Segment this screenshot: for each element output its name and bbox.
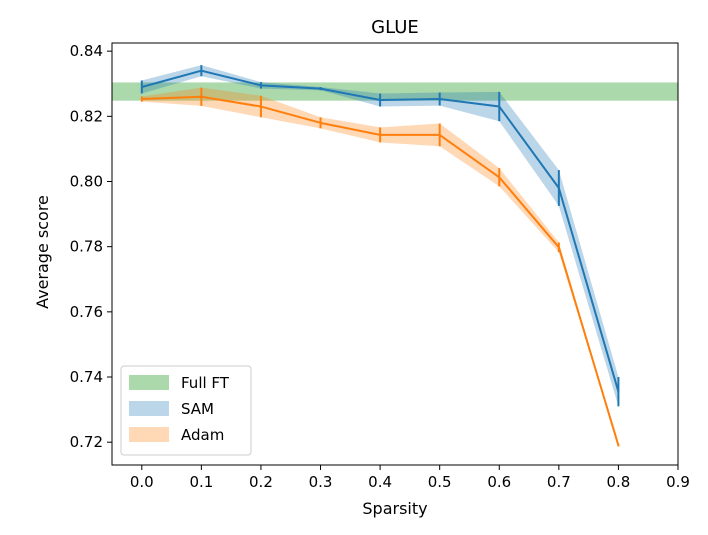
legend-swatch-sam	[129, 401, 169, 416]
x-tick-label: 0.9	[666, 473, 690, 491]
x-tick-label: 0.2	[249, 473, 273, 491]
legend: Full FT SAM Adam	[120, 365, 252, 456]
x-tick-label: 0.3	[309, 473, 333, 491]
x-tick-label: 0.8	[606, 473, 630, 491]
y-tick-label: 0.80	[70, 172, 103, 190]
full-ft-band	[112, 82, 678, 101]
axes-frame	[111, 42, 679, 466]
x-axis-label: Sparsity	[362, 499, 427, 518]
y-tick-label: 0.82	[70, 107, 103, 125]
legend-label-full-ft: Full FT	[181, 374, 230, 392]
x-tick-label: 0.5	[428, 473, 452, 491]
legend-label-sam: SAM	[181, 400, 214, 418]
y-tick-label: 0.84	[70, 42, 103, 60]
y-tick-label: 0.78	[70, 238, 103, 256]
error-bar-layer	[140, 65, 620, 447]
chart-title: GLUE	[371, 17, 419, 38]
x-tick-label: 0.1	[189, 473, 213, 491]
x-tick-label: 0.0	[130, 473, 154, 491]
legend-box	[120, 365, 252, 456]
legend-label-adam: Adam	[181, 426, 224, 444]
reference-band-layer	[112, 82, 678, 101]
y-axis-label: Average score	[33, 195, 52, 309]
y-tick-label: 0.72	[70, 433, 103, 451]
y-tick-label: 0.74	[70, 368, 103, 386]
x-axis-ticks: 0.0 0.1 0.2 0.3 0.4 0.5 0.6 0.7 0.8 0.9	[130, 465, 690, 491]
x-tick-label: 0.6	[487, 473, 511, 491]
y-axis-ticks: 0.72 0.74 0.76 0.78 0.80 0.82 0.84	[70, 42, 112, 451]
y-tick-label: 0.76	[70, 303, 103, 321]
legend-swatch-full-ft	[129, 375, 169, 390]
x-tick-label: 0.4	[368, 473, 392, 491]
x-tick-label: 0.7	[547, 473, 571, 491]
legend-swatch-adam	[129, 427, 169, 442]
